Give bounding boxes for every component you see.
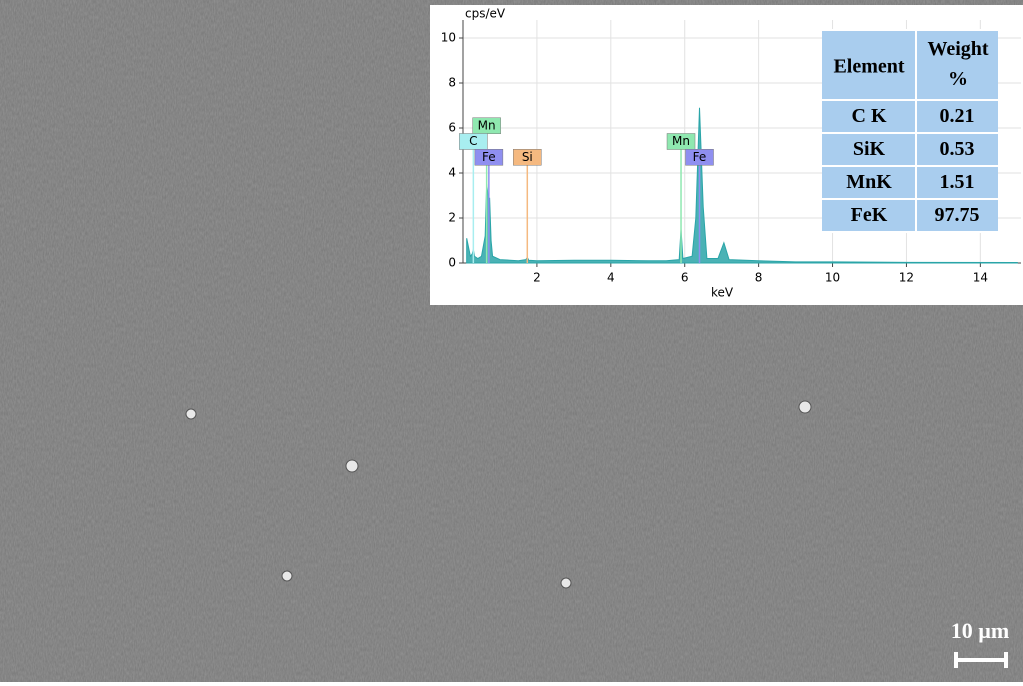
peak-label: C	[469, 134, 477, 148]
x-tick-label: 14	[973, 271, 988, 285]
x-tick-label: 6	[681, 271, 689, 285]
peak-label: Fe	[482, 150, 496, 164]
peak-label: Si	[522, 150, 533, 164]
y-tick-label: 4	[448, 166, 456, 180]
peak-label: Mn	[478, 118, 496, 132]
table-cell: C K	[852, 105, 887, 127]
y-tick-label: 8	[448, 76, 456, 90]
table-header: Element	[833, 56, 904, 78]
table-cell: 0.53	[940, 138, 975, 160]
peak-label: Fe	[693, 150, 707, 164]
y-tick-label: 10	[441, 31, 456, 45]
table-cell: MnK	[846, 171, 892, 193]
table-cell: 1.51	[940, 171, 975, 193]
table-cell: FeK	[851, 204, 888, 226]
table-cell: SiK	[853, 138, 886, 160]
x-tick-label: 4	[607, 271, 615, 285]
y-tick-label: 0	[448, 256, 456, 270]
x-tick-label: 2	[533, 271, 541, 285]
peak-label: Mn	[672, 134, 690, 148]
table-cell: 97.75	[935, 204, 980, 226]
scale-bar-label: 10 µm	[951, 618, 1010, 643]
x-tick-label: 10	[825, 271, 840, 285]
x-tick-label: 8	[755, 271, 763, 285]
table-cell: 0.21	[940, 105, 975, 127]
x-axis-label: keV	[711, 286, 734, 300]
page: 02468102468101214cps/eVkeVMn#8fe8b0C#a8e…	[0, 0, 1023, 682]
y-axis-label: cps/eV	[465, 7, 506, 21]
y-tick-label: 2	[448, 211, 456, 225]
y-tick-label: 6	[448, 121, 456, 135]
figure: 02468102468101214cps/eVkeVMn#8fe8b0C#a8e…	[0, 0, 1023, 682]
x-tick-label: 12	[899, 271, 914, 285]
